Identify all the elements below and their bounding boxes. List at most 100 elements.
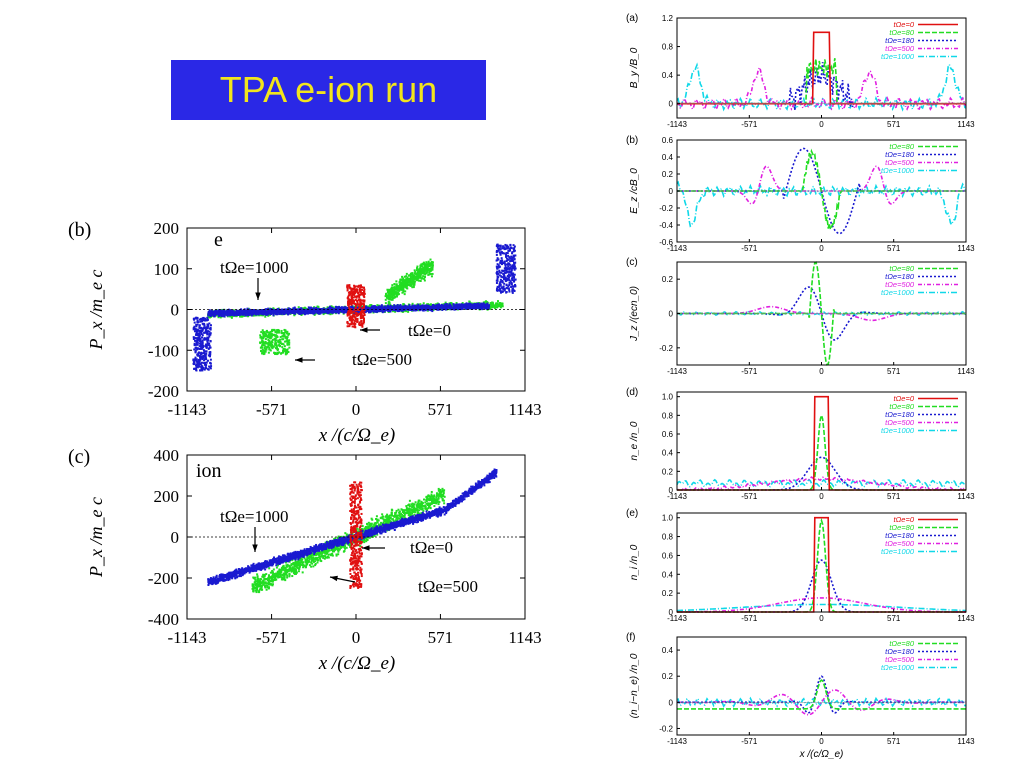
scatter-point	[391, 306, 394, 309]
scatter-point	[268, 313, 271, 316]
scatter-point	[208, 313, 211, 316]
scatter-point	[202, 349, 205, 352]
scatter-point	[496, 277, 499, 280]
scatter-point	[288, 339, 291, 342]
scatter-point	[278, 310, 281, 313]
scatter-point	[203, 350, 206, 353]
scatter-point	[513, 279, 516, 282]
scatter-point	[351, 305, 354, 308]
scatter-point	[470, 306, 473, 309]
scatter-point	[425, 261, 428, 264]
scatter-point	[288, 332, 291, 335]
scatter-point	[289, 308, 292, 311]
scatter-point	[509, 257, 512, 260]
scatter-point	[505, 286, 508, 289]
scatter-point	[402, 287, 405, 290]
scatter-point	[192, 358, 195, 361]
scatter-point	[293, 314, 296, 317]
scatter-point	[317, 307, 320, 310]
scatter-point	[282, 343, 285, 346]
scatter-point	[390, 286, 393, 289]
scatter-point	[494, 303, 497, 306]
scatter-point	[497, 264, 500, 267]
scatter-point	[287, 351, 290, 354]
scatter-point	[311, 311, 314, 314]
scatter-point	[485, 307, 488, 310]
scatter-point	[512, 244, 515, 247]
scatter-point	[206, 316, 209, 319]
scatter-point	[206, 333, 209, 336]
scatter-point	[343, 307, 346, 310]
scatter-point	[508, 279, 511, 282]
scatter-point	[199, 344, 202, 347]
scatter-point	[197, 334, 200, 337]
scatter-point	[420, 277, 423, 280]
scatter-point	[276, 335, 279, 338]
scatter-point	[284, 353, 287, 356]
scatter-point	[402, 284, 405, 287]
scatter-point	[472, 303, 475, 306]
scatter-point	[241, 311, 244, 314]
scatter-point	[195, 337, 198, 340]
scatter-point	[267, 351, 270, 354]
scatter-point	[196, 366, 199, 369]
scatter-point	[505, 253, 508, 256]
scatter-point	[267, 314, 270, 317]
scatter-point	[205, 346, 208, 349]
scatter-point	[430, 275, 433, 278]
scatter-point	[196, 353, 199, 356]
scatter-point	[496, 273, 499, 276]
scatter-point	[498, 285, 501, 288]
scatter-point	[431, 261, 434, 264]
scatter-point	[423, 270, 426, 273]
scatter-point	[275, 336, 278, 339]
scatter-point	[259, 312, 262, 315]
scatter-point	[199, 358, 202, 361]
scatter-point	[260, 341, 263, 344]
scatter-point	[205, 338, 208, 341]
scatter-point	[291, 309, 294, 312]
scatter-point	[464, 306, 467, 309]
scatter-point	[209, 362, 212, 365]
scatter-point	[393, 295, 396, 298]
scatter-point	[300, 307, 303, 310]
scatter-point	[195, 340, 198, 343]
scatter-point	[405, 310, 408, 313]
scatter-point	[393, 286, 396, 289]
scatter-point	[223, 313, 226, 316]
scatter-point	[287, 311, 290, 314]
scatter-point	[232, 311, 235, 314]
scatter-point	[505, 270, 508, 273]
scatter-point	[495, 265, 498, 268]
scatter-point	[234, 312, 237, 315]
scatter-point	[502, 285, 505, 288]
scatter-point	[198, 324, 201, 327]
scatter-point	[498, 304, 501, 307]
scatter-point	[509, 246, 512, 249]
scatter-point	[500, 259, 503, 262]
scatter-point	[473, 307, 476, 310]
scatter-point	[200, 351, 203, 354]
scatter-point	[453, 304, 456, 307]
scatter-point	[423, 276, 426, 279]
scatter-point	[483, 307, 486, 310]
scatter-point	[336, 307, 339, 310]
scatter-point	[200, 361, 203, 364]
scatter-point	[279, 340, 282, 343]
scatter-point	[194, 349, 197, 352]
scatter-point	[330, 305, 333, 308]
scatter-point	[431, 263, 434, 266]
scatter-point	[268, 336, 271, 339]
scatter-point	[234, 313, 237, 316]
scatter-point	[220, 309, 223, 312]
scatter-point	[396, 304, 399, 307]
scatter-point	[203, 353, 206, 356]
scatter-point	[414, 270, 417, 273]
scatter-point	[339, 306, 342, 309]
scatter-point	[247, 310, 250, 313]
scatter-point	[195, 323, 198, 326]
scatter-point	[419, 303, 422, 306]
scatter-point	[201, 347, 204, 350]
scatter-point	[469, 304, 472, 307]
scatter-point	[396, 293, 399, 296]
